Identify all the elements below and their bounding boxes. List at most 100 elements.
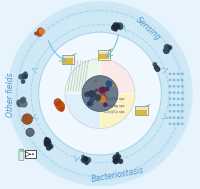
Circle shape — [169, 98, 171, 100]
Circle shape — [164, 44, 171, 51]
Circle shape — [169, 110, 171, 113]
Circle shape — [177, 122, 180, 125]
Circle shape — [155, 67, 160, 72]
Circle shape — [173, 85, 175, 88]
Circle shape — [177, 104, 180, 106]
Circle shape — [20, 97, 26, 104]
FancyBboxPatch shape — [98, 50, 110, 60]
Circle shape — [27, 129, 30, 132]
Circle shape — [81, 155, 85, 159]
Circle shape — [81, 158, 86, 163]
Circle shape — [173, 116, 175, 119]
Circle shape — [18, 74, 24, 80]
Wedge shape — [65, 94, 100, 129]
Circle shape — [89, 91, 96, 98]
Circle shape — [181, 85, 184, 88]
Circle shape — [112, 22, 120, 29]
Circle shape — [152, 62, 157, 67]
Circle shape — [177, 98, 180, 100]
Circle shape — [177, 79, 180, 81]
Circle shape — [54, 98, 62, 106]
Ellipse shape — [7, 1, 193, 186]
Circle shape — [165, 45, 170, 50]
Circle shape — [114, 28, 118, 32]
Circle shape — [48, 144, 53, 149]
Wedge shape — [65, 59, 100, 94]
Circle shape — [99, 87, 106, 94]
Circle shape — [105, 87, 110, 91]
Circle shape — [36, 30, 43, 37]
Wedge shape — [100, 59, 135, 94]
Circle shape — [116, 24, 121, 29]
Circle shape — [100, 90, 106, 96]
Circle shape — [173, 91, 175, 94]
Circle shape — [21, 97, 26, 102]
Circle shape — [23, 73, 28, 78]
Circle shape — [116, 152, 119, 155]
Circle shape — [169, 122, 171, 125]
Circle shape — [45, 137, 48, 141]
FancyBboxPatch shape — [135, 106, 148, 115]
Circle shape — [97, 87, 102, 92]
Circle shape — [169, 79, 171, 81]
Circle shape — [95, 80, 97, 82]
Circle shape — [173, 98, 175, 100]
Circle shape — [181, 122, 184, 125]
Ellipse shape — [13, 7, 187, 180]
Circle shape — [168, 45, 172, 50]
Circle shape — [59, 107, 64, 112]
Circle shape — [20, 99, 27, 107]
Circle shape — [20, 100, 28, 108]
Circle shape — [23, 115, 31, 123]
Circle shape — [181, 91, 184, 94]
Circle shape — [112, 158, 119, 164]
Circle shape — [181, 104, 184, 106]
Circle shape — [177, 73, 180, 75]
Circle shape — [47, 140, 52, 146]
Circle shape — [99, 95, 106, 103]
Circle shape — [44, 140, 51, 147]
Circle shape — [101, 87, 103, 89]
Circle shape — [56, 102, 65, 111]
FancyBboxPatch shape — [62, 55, 74, 64]
Circle shape — [181, 110, 184, 113]
Circle shape — [154, 65, 159, 70]
Circle shape — [169, 104, 171, 106]
Circle shape — [118, 159, 123, 164]
Circle shape — [92, 97, 97, 102]
Circle shape — [104, 84, 106, 87]
Circle shape — [81, 156, 89, 163]
Circle shape — [95, 89, 98, 92]
Circle shape — [169, 91, 171, 94]
Circle shape — [82, 76, 118, 112]
Circle shape — [37, 27, 44, 34]
Circle shape — [177, 91, 180, 94]
Circle shape — [115, 22, 122, 29]
Circle shape — [181, 98, 184, 100]
Circle shape — [85, 162, 89, 165]
Circle shape — [111, 83, 114, 87]
Circle shape — [23, 74, 27, 79]
Circle shape — [94, 94, 101, 101]
Circle shape — [177, 85, 180, 88]
Circle shape — [21, 73, 28, 79]
Circle shape — [44, 137, 51, 145]
Circle shape — [88, 90, 95, 98]
Circle shape — [39, 29, 43, 33]
Circle shape — [101, 95, 107, 100]
FancyBboxPatch shape — [25, 150, 36, 158]
Circle shape — [181, 116, 184, 119]
Circle shape — [103, 102, 108, 107]
Circle shape — [116, 154, 121, 159]
Circle shape — [89, 97, 95, 103]
Circle shape — [163, 47, 170, 54]
Circle shape — [169, 73, 171, 75]
Circle shape — [177, 110, 180, 113]
Circle shape — [105, 80, 113, 88]
Circle shape — [39, 28, 45, 35]
Circle shape — [111, 24, 118, 31]
Wedge shape — [100, 94, 135, 129]
Text: Other fields: Other fields — [6, 72, 15, 117]
Circle shape — [173, 73, 175, 75]
FancyBboxPatch shape — [20, 149, 23, 151]
